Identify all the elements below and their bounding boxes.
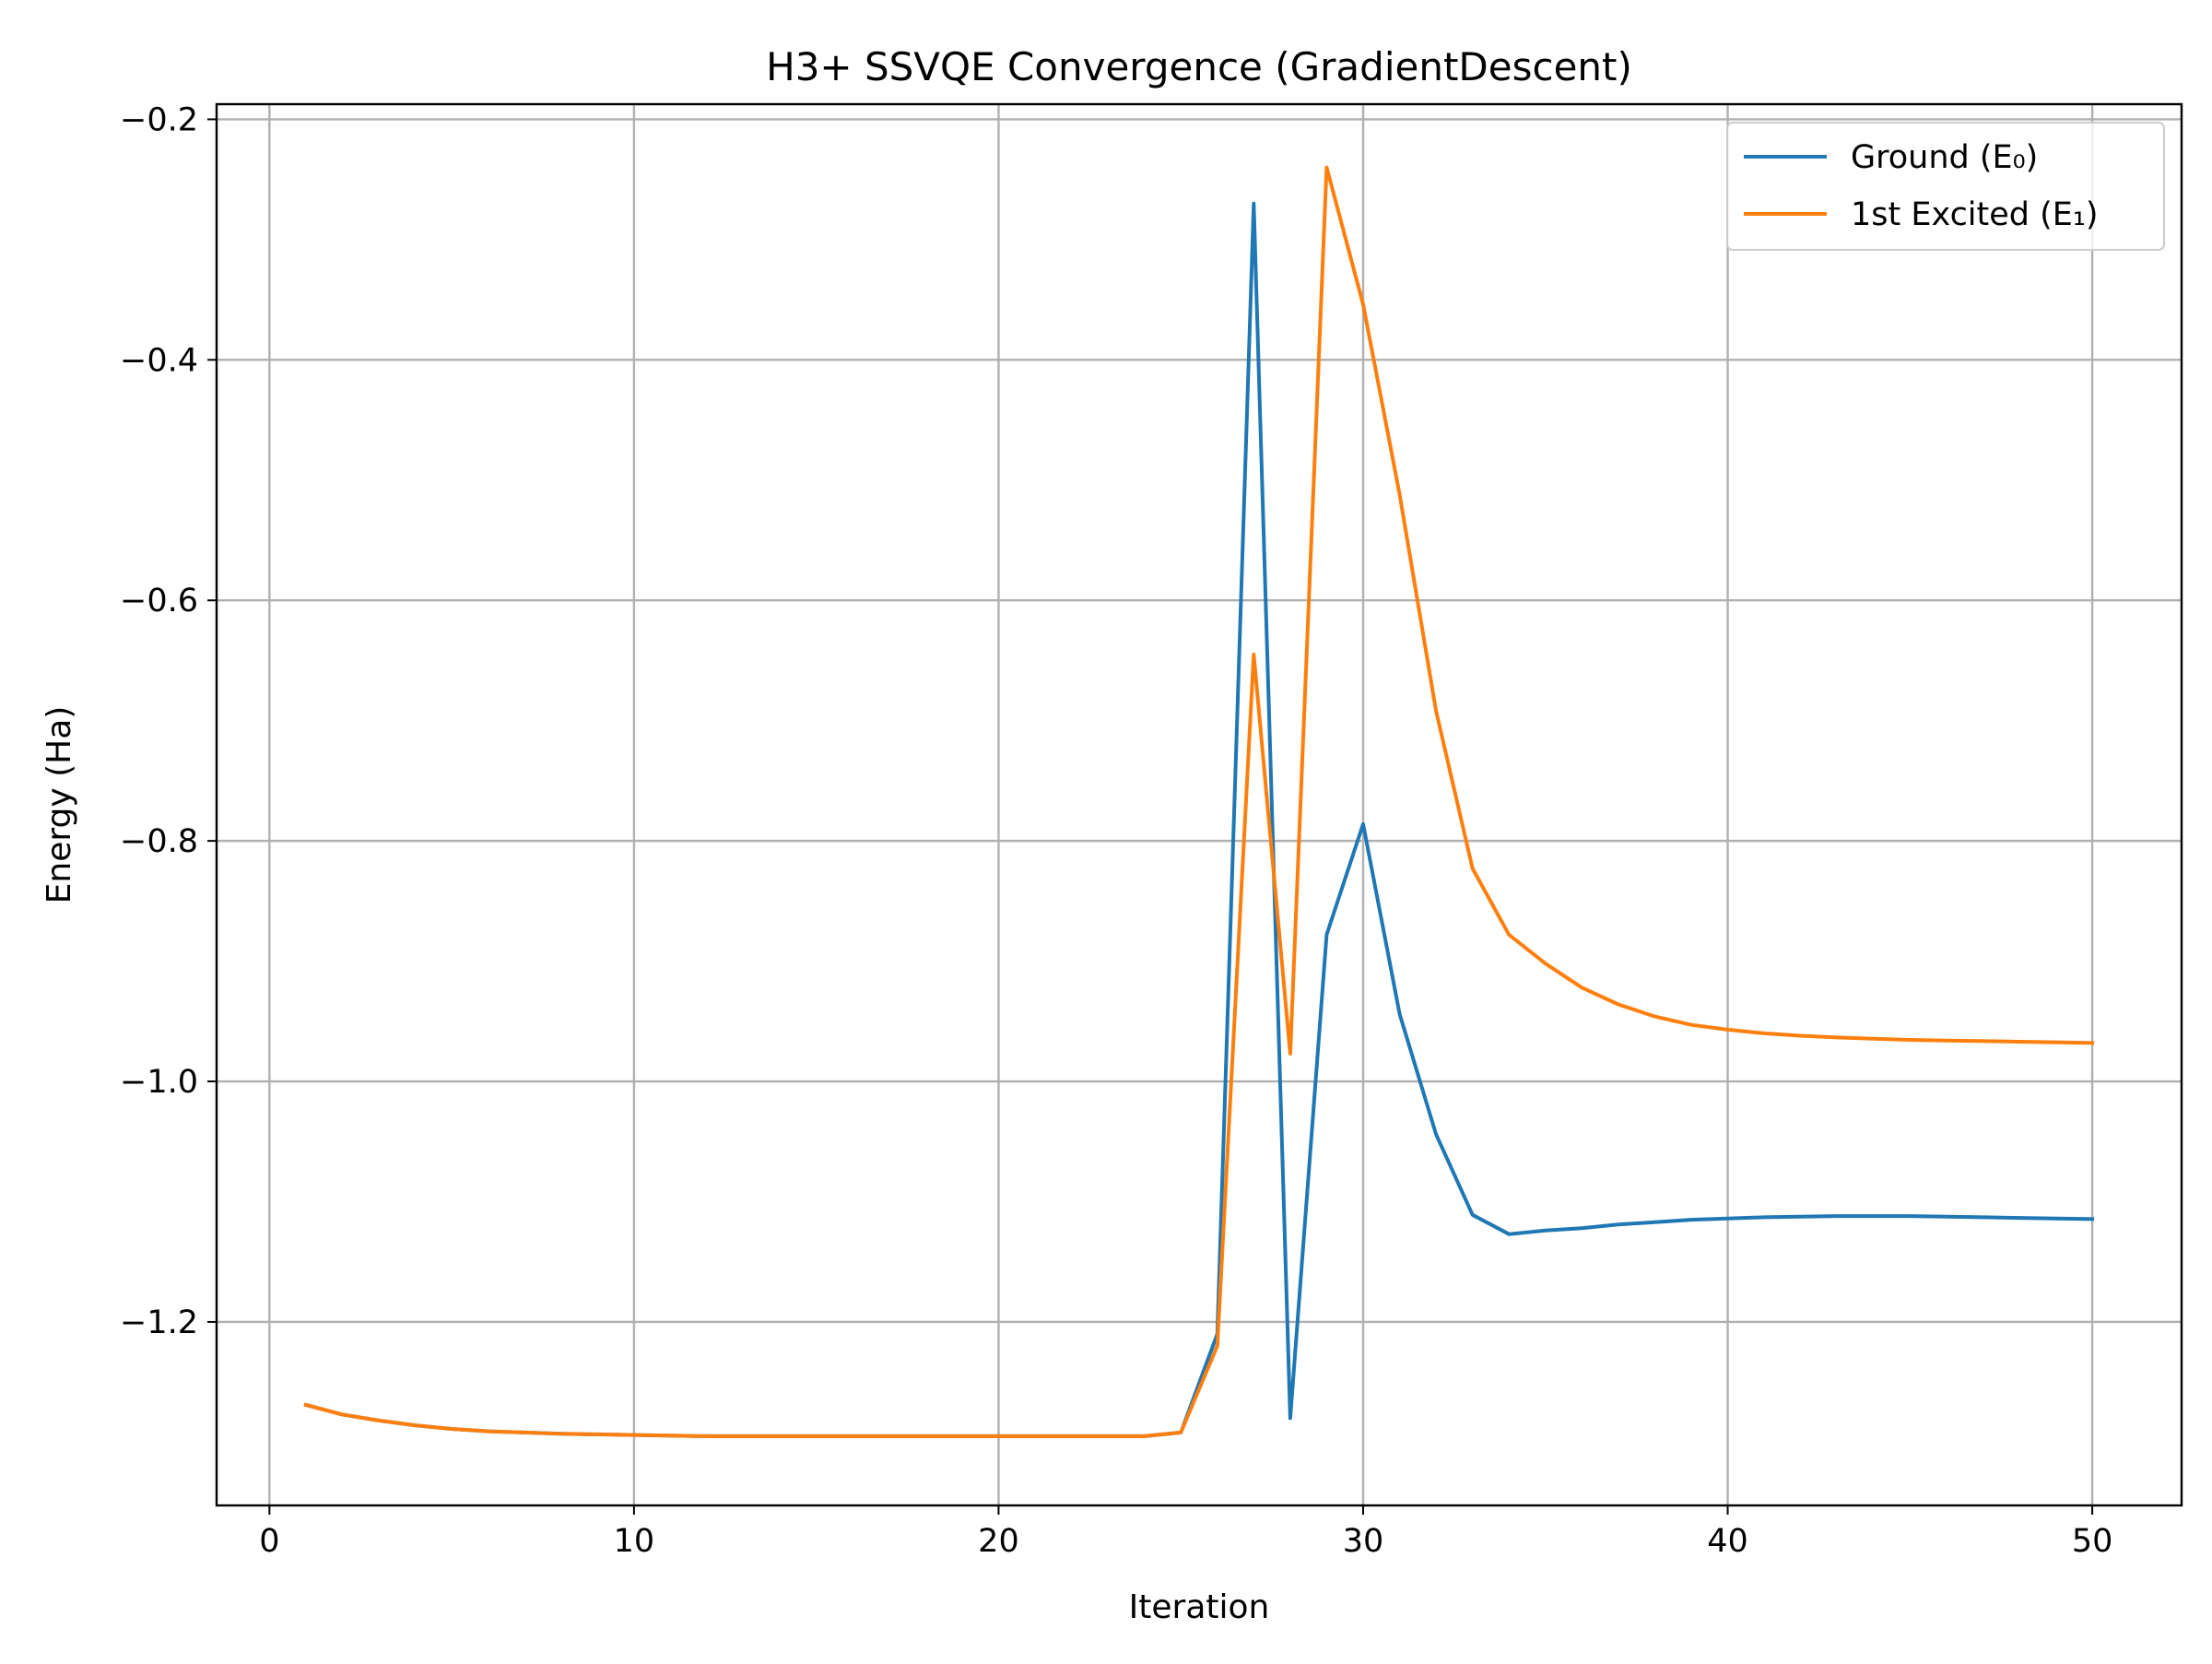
x-tick-label: 20: [978, 1523, 1019, 1560]
y-axis-label: Energy (Ha): [41, 706, 78, 904]
legend-label-ground: Ground (E₀): [1851, 139, 2038, 176]
y-tick-label: −1.2: [120, 1304, 198, 1341]
x-tick-label: 0: [259, 1523, 279, 1560]
chart-title: H3+ SSVQE Convergence (GradientDescent): [766, 44, 1632, 89]
y-tick-label: −0.6: [120, 583, 198, 620]
x-tick-label: 10: [614, 1523, 655, 1560]
series-line-excited: [303, 165, 2095, 1438]
x-tick-label: 30: [1343, 1523, 1384, 1560]
legend-label-excited: 1st Excited (E₁): [1851, 196, 2099, 233]
y-tick-label: −0.4: [120, 342, 198, 379]
x-tick-label: 50: [2072, 1523, 2113, 1560]
series-layer: [303, 165, 2095, 1438]
x-tick-label: 40: [1707, 1523, 1748, 1560]
x-axis-label: Iteration: [1129, 1588, 1270, 1626]
legend: Ground (E₀) 1st Excited (E₁): [1726, 122, 2165, 251]
axis-ticks: 0 10 20 30 40 50 −1.2 −1.0 −0.8 −0.6 −0.4 −0.2: [120, 101, 2112, 1560]
grid: [217, 104, 2182, 1505]
y-tick-label: −1.0: [120, 1064, 198, 1101]
y-tick-label: −0.2: [120, 101, 198, 138]
legend-box: [1726, 122, 2165, 251]
y-tick-label: −0.8: [120, 823, 198, 860]
plot-frame: [215, 102, 2183, 1507]
